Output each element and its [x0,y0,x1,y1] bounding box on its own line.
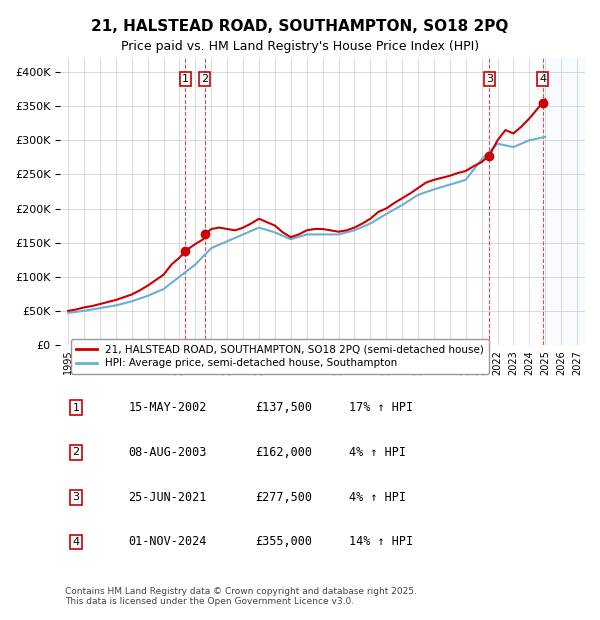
Text: £355,000: £355,000 [255,536,312,549]
Text: 2: 2 [202,74,208,84]
Text: 21, HALSTEAD ROAD, SOUTHAMPTON, SO18 2PQ: 21, HALSTEAD ROAD, SOUTHAMPTON, SO18 2PQ [91,19,509,33]
Text: Price paid vs. HM Land Registry's House Price Index (HPI): Price paid vs. HM Land Registry's House … [121,40,479,53]
Text: £162,000: £162,000 [255,446,312,459]
Legend: 21, HALSTEAD ROAD, SOUTHAMPTON, SO18 2PQ (semi-detached house), HPI: Average pri: 21, HALSTEAD ROAD, SOUTHAMPTON, SO18 2PQ… [71,339,489,374]
Text: 3: 3 [73,492,79,502]
Text: 01-NOV-2024: 01-NOV-2024 [128,536,207,549]
Text: 4% ↑ HPI: 4% ↑ HPI [349,446,406,459]
Text: £277,500: £277,500 [255,490,312,503]
Text: 2: 2 [73,448,80,458]
Text: 08-AUG-2003: 08-AUG-2003 [128,446,207,459]
Text: 25-JUN-2021: 25-JUN-2021 [128,490,207,503]
Text: 1: 1 [182,74,189,84]
Text: 4% ↑ HPI: 4% ↑ HPI [349,490,406,503]
Text: 15-MAY-2002: 15-MAY-2002 [128,401,207,414]
Text: 1: 1 [73,402,79,413]
Text: £137,500: £137,500 [255,401,312,414]
Text: 4: 4 [73,537,80,547]
Text: 3: 3 [486,74,493,84]
Text: 4: 4 [539,74,546,84]
Text: 17% ↑ HPI: 17% ↑ HPI [349,401,413,414]
Text: Contains HM Land Registry data © Crown copyright and database right 2025.
This d: Contains HM Land Registry data © Crown c… [65,587,418,606]
Text: 14% ↑ HPI: 14% ↑ HPI [349,536,413,549]
Bar [545,58,585,345]
